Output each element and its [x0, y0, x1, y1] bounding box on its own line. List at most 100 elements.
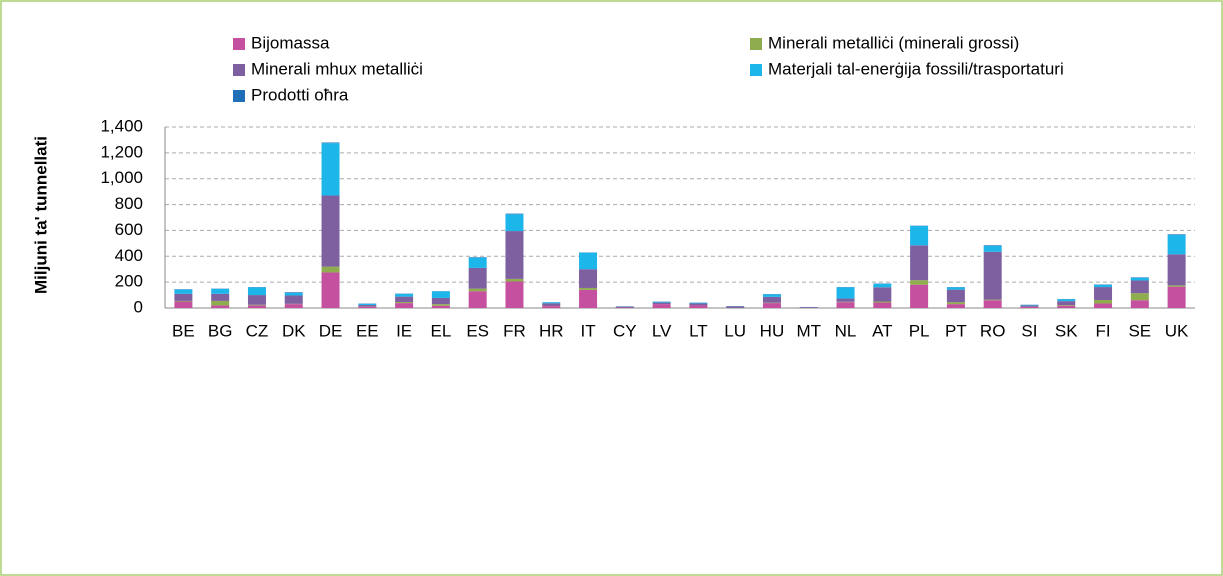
y-tick-label: 800 [115, 194, 143, 213]
legend-swatch [233, 64, 245, 76]
bar-segment [873, 283, 892, 288]
bar-segment [284, 295, 303, 304]
bar-segment [910, 280, 929, 285]
bar-segment [762, 294, 781, 297]
bar-segment [431, 304, 450, 306]
bar-segment [284, 304, 303, 308]
bar-segment [1167, 285, 1186, 287]
bar-segment [873, 302, 892, 308]
x-tick-label: DK [282, 321, 306, 340]
bar-segment [247, 305, 266, 308]
bar-segment [689, 305, 708, 308]
x-tick-label: NL [835, 321, 857, 340]
bar-segment [358, 305, 377, 307]
bar-segment [284, 292, 303, 296]
bar-segment [983, 300, 1002, 308]
bar-segment [174, 301, 193, 308]
bar-segment [983, 299, 1002, 301]
bar-segment [652, 304, 671, 308]
bar-segment [395, 296, 414, 303]
bar-segment [1167, 286, 1186, 308]
bar-segment [1167, 254, 1186, 286]
x-tick-label: PL [909, 321, 930, 340]
x-tick-label: HR [539, 321, 564, 340]
bar-segment [1020, 305, 1039, 307]
y-tick-label: 1,000 [100, 168, 143, 187]
x-tick-label: CZ [246, 321, 269, 340]
bar-segment [983, 245, 1002, 252]
bar-segment [579, 269, 598, 288]
bar-segment [321, 142, 340, 144]
x-tick-label: SE [1128, 321, 1151, 340]
bar-segment [579, 252, 598, 270]
bar-segment [836, 287, 855, 299]
bar-segment [1094, 284, 1113, 288]
x-tick-label: MT [796, 321, 821, 340]
bar-segment [983, 251, 1002, 300]
bar-segment [946, 302, 965, 305]
bar-segment [652, 302, 671, 305]
x-tick-label: BG [208, 321, 233, 340]
bar-segment [873, 301, 892, 303]
legend-swatch [233, 38, 245, 50]
legend-swatch [750, 38, 762, 50]
bar-segment [652, 301, 671, 303]
bar-segment [799, 307, 818, 308]
x-tick-label: LV [652, 321, 672, 340]
y-axis-label: Miljuni ta' tunnellati [31, 136, 50, 294]
bar-segment [946, 304, 965, 308]
bar-segment [468, 291, 487, 308]
x-tick-label: HU [760, 321, 785, 340]
y-tick-label: 400 [115, 246, 143, 265]
bar-segment [321, 272, 340, 308]
bar-segment [468, 288, 487, 292]
bar-segment [321, 143, 340, 196]
bar-segment [358, 306, 377, 308]
bar-segment [542, 302, 561, 304]
bar-segment [1020, 306, 1039, 308]
bar-segment [1130, 277, 1149, 281]
bar-segment [579, 287, 598, 290]
x-tick-label: DE [319, 321, 343, 340]
bar-segment [542, 306, 561, 308]
bar-segment [762, 296, 781, 303]
bar-segment [505, 231, 524, 279]
bar-segment [1094, 287, 1113, 300]
bar-segment [321, 266, 340, 273]
bar-segment [762, 303, 781, 308]
bar-segment [395, 302, 414, 304]
x-tick-label: RO [980, 321, 1006, 340]
bar-segment [431, 297, 450, 305]
x-tick-label: CY [613, 321, 637, 340]
legend-label: Bijomassa [251, 33, 330, 52]
x-tick-label: EL [430, 321, 451, 340]
bar-segment [946, 287, 965, 290]
x-tick-label: FI [1095, 321, 1110, 340]
bar-segment [247, 287, 266, 296]
bar-segment [358, 303, 377, 306]
legend-label: Minerali metalliċi (minerali grossi) [768, 33, 1019, 52]
x-tick-label: EE [356, 321, 379, 340]
bar-segment [1020, 305, 1039, 306]
bar-segment [211, 288, 230, 294]
bar-segment [395, 303, 414, 308]
bar-segment [1094, 299, 1113, 304]
bar-segment [211, 293, 230, 301]
y-tick-label: 1,400 [100, 116, 143, 135]
bar-segment [1094, 303, 1113, 308]
x-tick-label: LT [689, 321, 708, 340]
bar-segment [1130, 293, 1149, 301]
x-tick-label: ES [466, 321, 489, 340]
bar-segment [1130, 300, 1149, 308]
bar-segment [873, 287, 892, 302]
bar-segment [910, 245, 929, 281]
bar-segment [910, 225, 929, 246]
legend-swatch [750, 64, 762, 76]
bar-segment [505, 213, 524, 215]
bar-segment [983, 245, 1002, 246]
bar-segment [431, 291, 450, 298]
bar-segment [505, 281, 524, 308]
bar-segment [1130, 277, 1149, 278]
x-tick-label: IE [396, 321, 412, 340]
